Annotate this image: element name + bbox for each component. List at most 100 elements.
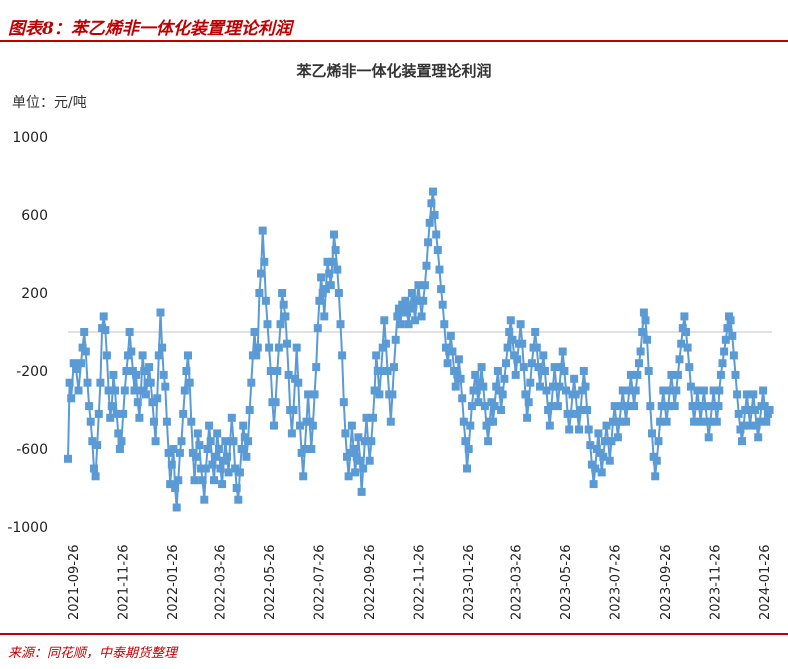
data-point: [292, 343, 301, 352]
data-point: [185, 378, 194, 387]
data-point: [432, 230, 441, 239]
data-point: [287, 429, 296, 438]
data-point: [72, 365, 81, 373]
data-point: [613, 433, 622, 442]
data-point: [589, 480, 598, 489]
series-markers: [64, 187, 774, 512]
data-point: [276, 320, 285, 329]
data-point: [198, 476, 207, 485]
data-point: [330, 230, 338, 239]
data-point: [359, 464, 368, 473]
data-point: [273, 367, 282, 375]
data-point: [270, 421, 278, 430]
data-point: [686, 382, 695, 391]
data-point: [325, 269, 334, 278]
data-point: [762, 417, 771, 426]
data-point: [289, 406, 298, 414]
data-point: [308, 421, 317, 430]
data-point: [331, 246, 340, 255]
y-axis-ticks: 1000 600 200 -200 -600 -1000: [7, 130, 48, 536]
data-point: [177, 437, 186, 446]
data-point: [545, 421, 554, 430]
data-point: [540, 367, 549, 375]
data-point: [726, 316, 735, 325]
data-point: [154, 351, 163, 360]
data-point: [562, 386, 570, 395]
data-point: [734, 409, 743, 418]
data-point: [618, 386, 627, 395]
data-point: [339, 398, 348, 407]
y-tick-label: -200: [16, 364, 48, 380]
data-point: [266, 367, 275, 375]
data-point: [214, 445, 223, 453]
y-tick-label: -600: [16, 442, 48, 458]
x-tick-label: 2023-09-26: [659, 544, 674, 620]
data-point: [760, 402, 769, 411]
data-point: [652, 456, 661, 465]
data-point: [74, 386, 83, 395]
x-tick-label: 2022-05-26: [263, 544, 278, 620]
data-point: [372, 351, 381, 360]
data-point: [88, 437, 97, 446]
data-point: [213, 429, 222, 438]
data-point: [369, 413, 377, 422]
data-point: [174, 476, 183, 485]
data-point: [672, 386, 681, 395]
data-point: [723, 324, 732, 333]
data-point: [192, 452, 201, 461]
x-tick-label: 2022-03-26: [214, 544, 229, 620]
data-point: [550, 363, 559, 372]
data-point: [271, 398, 280, 407]
data-point: [440, 320, 449, 329]
data-point: [664, 402, 673, 411]
data-point: [571, 390, 580, 399]
data-point: [130, 386, 139, 395]
data-point: [480, 402, 489, 411]
data-point: [109, 370, 118, 379]
data-point: [682, 328, 690, 336]
data-point: [699, 386, 708, 395]
data-point: [631, 386, 640, 395]
data-point: [312, 363, 321, 372]
data-point: [161, 382, 170, 391]
data-point: [670, 402, 679, 411]
data-point: [622, 417, 630, 426]
data-point: [328, 257, 337, 266]
data-point: [680, 312, 689, 321]
data-point: [232, 484, 241, 492]
top-strip: [0, 0, 788, 6]
data-point: [69, 359, 78, 368]
data-point: [425, 218, 434, 227]
data-point: [153, 394, 162, 403]
data-point: [151, 437, 160, 446]
data-point: [581, 382, 590, 391]
x-tick-label: 2023-05-26: [559, 544, 574, 620]
data-point: [148, 398, 157, 407]
data-point: [365, 456, 374, 465]
data-point: [667, 370, 676, 379]
data-point: [396, 320, 405, 329]
data-point: [536, 382, 544, 391]
data-point: [195, 441, 204, 450]
data-point: [407, 289, 416, 297]
data-point: [718, 359, 727, 368]
data-point: [639, 308, 648, 317]
data-point: [370, 386, 379, 395]
data-point: [656, 417, 665, 426]
data-point: [117, 437, 126, 446]
data-point: [463, 464, 471, 473]
data-point: [206, 437, 215, 446]
data-point: [553, 402, 562, 411]
data-point: [422, 261, 431, 270]
data-point: [532, 343, 541, 352]
data-point: [575, 425, 583, 434]
data-point: [93, 441, 102, 450]
data-point: [179, 409, 188, 418]
data-point: [490, 402, 499, 411]
data-point: [354, 433, 363, 442]
data-point: [675, 355, 684, 364]
data-point: [244, 437, 253, 446]
data-point: [591, 464, 600, 473]
data-point: [321, 285, 330, 294]
